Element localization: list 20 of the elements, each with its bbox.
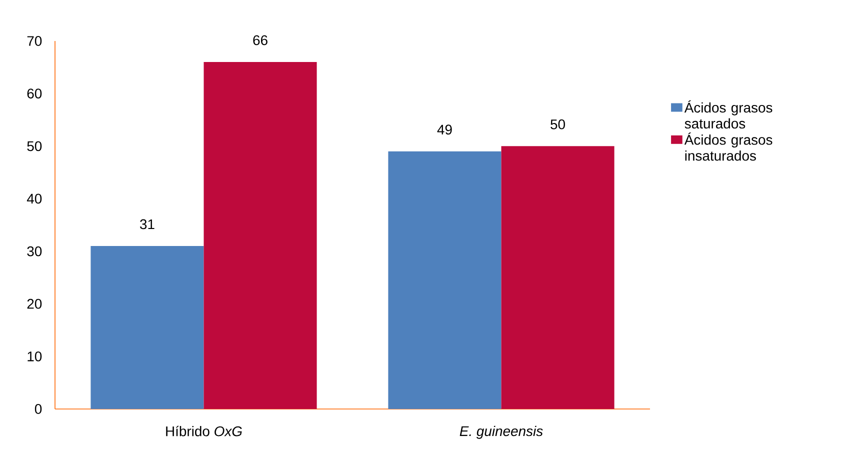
- data-label: 31: [140, 219, 154, 230]
- x-tick-label: Híbrido OxG: [166, 426, 242, 436]
- x-tick-label: E. guineensis: [460, 426, 543, 439]
- bar: [388, 151, 502, 409]
- bar: [501, 146, 614, 409]
- legend-label: Ácidos grasos insaturados: [684, 132, 772, 161]
- y-tick-label: 20: [27, 298, 42, 309]
- y-tick-label: 70: [27, 36, 42, 46]
- legend-label: Ácidos grasos saturados: [684, 100, 772, 129]
- y-tick-label: 30: [27, 246, 42, 256]
- y-tick-label: 60: [27, 88, 42, 99]
- y-tick-label: 40: [26, 194, 42, 204]
- bar: [204, 62, 317, 409]
- data-label: 50: [550, 119, 565, 130]
- y-tick-label: 50: [27, 141, 42, 152]
- data-label: 49: [437, 124, 452, 135]
- y-tick-label: 10: [28, 351, 42, 362]
- y-tick-label: 0: [34, 404, 42, 414]
- bar: [90, 246, 204, 409]
- data-label: 66: [253, 35, 268, 46]
